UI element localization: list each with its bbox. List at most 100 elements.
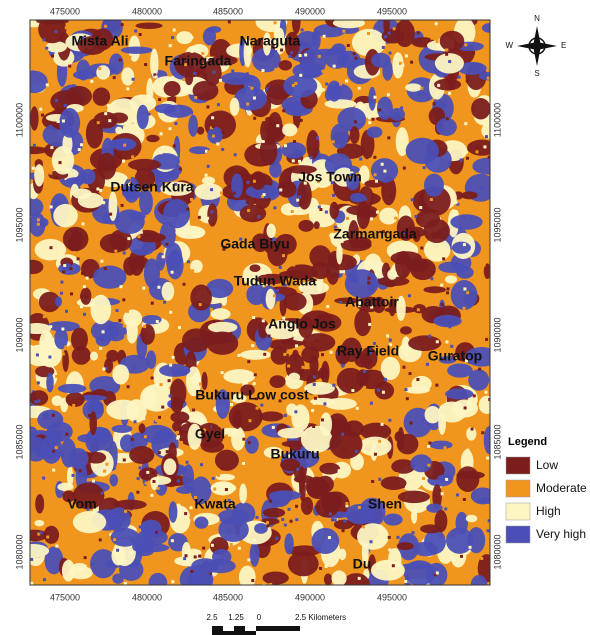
land-pixel bbox=[231, 69, 234, 72]
land-pixel bbox=[321, 418, 324, 421]
land-pixel bbox=[295, 344, 298, 347]
land-pixel bbox=[213, 71, 216, 74]
land-patch bbox=[107, 507, 131, 532]
land-pixel bbox=[288, 508, 291, 511]
land-pixel bbox=[382, 46, 385, 49]
land-pixel bbox=[88, 414, 91, 417]
land-pixel bbox=[179, 167, 182, 170]
y-tick-label-right: 1085000 bbox=[492, 424, 502, 459]
land-pixel bbox=[98, 67, 101, 70]
land-pixel bbox=[37, 223, 40, 226]
land-pixel bbox=[330, 275, 333, 278]
land-patch bbox=[284, 533, 293, 554]
land-pixel bbox=[476, 146, 479, 149]
land-pixel bbox=[252, 487, 255, 490]
x-tick-label-top: 485000 bbox=[213, 6, 243, 16]
land-pixel bbox=[319, 208, 322, 211]
land-patch bbox=[450, 214, 482, 229]
land-patch bbox=[466, 515, 477, 523]
land-patch bbox=[338, 107, 366, 131]
land-patch bbox=[312, 30, 321, 51]
land-pixel bbox=[373, 201, 376, 204]
land-patch bbox=[321, 361, 329, 385]
land-pixel bbox=[219, 79, 222, 82]
land-pixel bbox=[455, 201, 458, 204]
land-pixel bbox=[212, 320, 215, 323]
land-pixel bbox=[190, 570, 193, 573]
land-pixel bbox=[193, 72, 196, 75]
land-pixel bbox=[68, 65, 71, 68]
land-pixel bbox=[287, 365, 290, 368]
land-pixel bbox=[133, 367, 136, 370]
land-pixel bbox=[368, 370, 371, 373]
land-pixel bbox=[273, 206, 276, 209]
land-pixel bbox=[155, 531, 158, 534]
land-pixel bbox=[282, 109, 285, 112]
land-pixel bbox=[485, 135, 488, 138]
land-patch bbox=[332, 43, 346, 54]
land-pixel bbox=[464, 406, 467, 409]
land-pixel bbox=[86, 277, 89, 280]
land-pixel bbox=[161, 206, 164, 209]
land-pixel bbox=[368, 116, 371, 119]
land-pixel bbox=[69, 267, 72, 270]
place-label: Guratop bbox=[428, 348, 482, 364]
land-patch bbox=[468, 369, 489, 390]
land-patch bbox=[112, 425, 133, 433]
land-pixel bbox=[362, 525, 365, 528]
land-pixel bbox=[194, 555, 197, 558]
place-label: Tudun Wada bbox=[234, 273, 317, 289]
land-pixel bbox=[342, 529, 345, 532]
land-pixel bbox=[178, 326, 181, 329]
legend-label: High bbox=[536, 504, 561, 518]
land-pixel bbox=[396, 536, 399, 539]
land-pixel bbox=[180, 441, 183, 444]
land-pixel bbox=[294, 82, 297, 85]
place-label: Gyel bbox=[195, 426, 225, 442]
land-patch bbox=[471, 98, 490, 119]
land-pixel bbox=[50, 205, 53, 208]
land-pixel bbox=[447, 287, 450, 290]
land-pixel bbox=[339, 83, 342, 86]
land-pixel bbox=[481, 431, 484, 434]
land-pixel bbox=[253, 97, 256, 100]
land-patch bbox=[436, 118, 457, 136]
land-pixel bbox=[190, 198, 193, 201]
land-patch bbox=[306, 130, 319, 159]
land-pixel bbox=[60, 281, 63, 284]
land-patch bbox=[170, 411, 189, 423]
place-label: Dutsen Kura bbox=[110, 179, 193, 195]
land-pixel bbox=[253, 180, 256, 183]
land-pixel bbox=[79, 282, 82, 285]
land-pixel bbox=[313, 383, 316, 386]
land-patch bbox=[263, 508, 285, 518]
land-pixel bbox=[62, 270, 65, 273]
land-patch bbox=[477, 498, 499, 504]
land-patch bbox=[21, 71, 48, 93]
land-pixel bbox=[221, 131, 224, 134]
land-pixel bbox=[373, 96, 376, 99]
land-pixel bbox=[145, 100, 148, 103]
land-pixel bbox=[402, 485, 405, 488]
land-pixel bbox=[118, 319, 121, 322]
land-patch bbox=[435, 510, 448, 532]
y-tick-label-right: 1100000 bbox=[492, 103, 502, 137]
land-pixel bbox=[427, 445, 430, 448]
land-pixel bbox=[137, 477, 140, 480]
land-pixel bbox=[80, 305, 83, 308]
compass-e: E bbox=[561, 41, 566, 50]
land-pixel bbox=[234, 153, 237, 156]
land-pixel bbox=[322, 429, 325, 432]
land-pixel bbox=[354, 57, 357, 60]
land-pixel bbox=[190, 36, 193, 39]
land-patch bbox=[314, 221, 320, 229]
land-pixel bbox=[409, 486, 412, 489]
land-patch bbox=[195, 183, 223, 200]
land-patch bbox=[129, 446, 154, 464]
land-patch bbox=[110, 113, 129, 124]
land-pixel bbox=[161, 146, 164, 149]
land-pixel bbox=[124, 335, 127, 338]
land-pixel bbox=[292, 159, 295, 162]
land-pixel bbox=[486, 457, 489, 460]
compass-n: N bbox=[534, 14, 540, 23]
